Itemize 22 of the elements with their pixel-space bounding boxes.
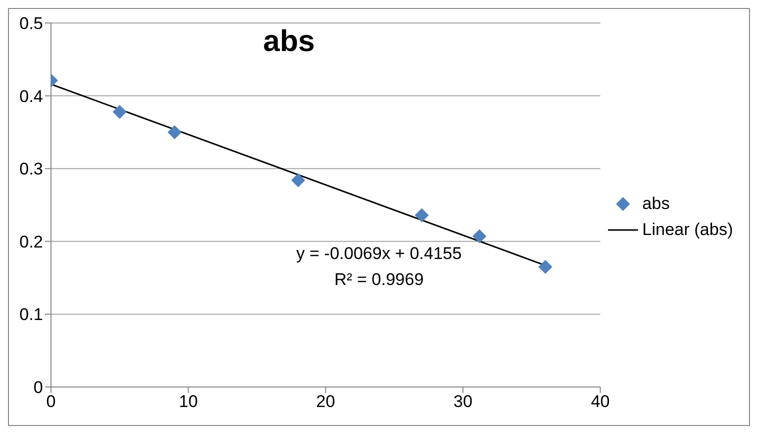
- annotation: R² = 0.9969: [333, 269, 425, 291]
- y-tick-label: 0.5: [19, 14, 43, 34]
- y-tick-label: 0.3: [19, 160, 43, 179]
- x-tick-label: 0: [46, 392, 56, 412]
- y-tick-label: 0.2: [19, 232, 43, 252]
- x-tick-label: 10: [178, 392, 198, 412]
- point: [414, 208, 429, 222]
- x-tick-label: 30: [454, 392, 472, 412]
- point: [291, 173, 306, 188]
- annotation: y = -0.0069x + 0.4155: [295, 243, 463, 265]
- point: [538, 260, 552, 274]
- y-tick-label: 0.1: [19, 305, 43, 324]
- y-tick-label: 0.4: [19, 86, 43, 106]
- chart-title: abs: [263, 25, 315, 58]
- y-tick-label: 0: [34, 378, 43, 398]
- point: [472, 229, 486, 244]
- x-tick-label: 40: [590, 392, 610, 412]
- legend-label: abs: [642, 194, 670, 214]
- legend-label: Linear (abs): [642, 220, 733, 240]
- point: [168, 125, 182, 140]
- x-tick-label: 20: [316, 392, 336, 412]
- point: [112, 104, 127, 119]
